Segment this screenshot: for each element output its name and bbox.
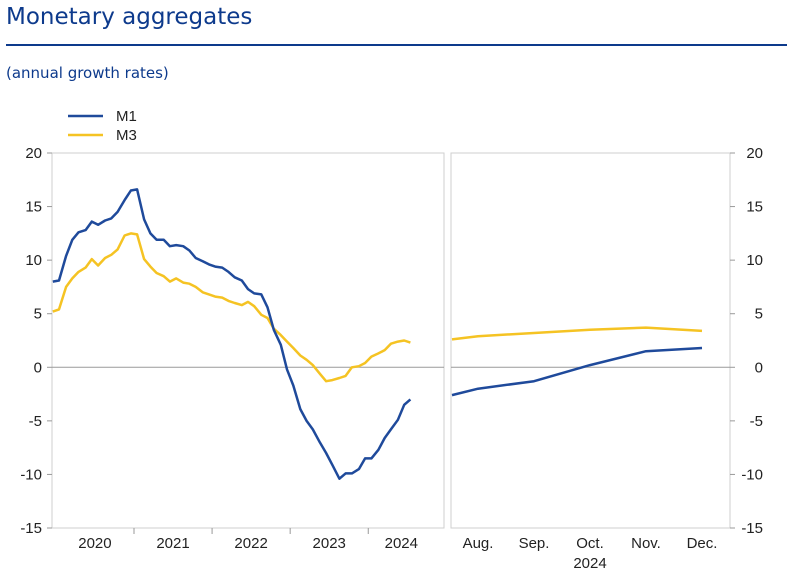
right-x-tick-label: Nov. [631, 535, 661, 552]
right-y-tick-label: 5 [755, 306, 763, 323]
right-y-tick-label: -10 [741, 466, 763, 483]
left-panel-plot: 20 15 10 5 0 -5 -10 -15 2020 2021 2022 2023 2024 [20, 145, 445, 552]
right-y-tick-label: 10 [746, 252, 763, 269]
right-plot-frame [450, 152, 731, 529]
right-y-tick-label: 20 [746, 145, 763, 162]
left-x-tick-label: 2021 [156, 535, 189, 552]
chart-title: Monetary aggregates [6, 4, 253, 30]
left-y-tick-label: 0 [34, 359, 42, 376]
legend-label-m3: M3 [116, 127, 137, 144]
left-y-tick-label: 10 [25, 252, 42, 269]
right-x-tick-label: Oct. [576, 535, 604, 552]
left-x-tick-label: 2024 [385, 535, 418, 552]
left-plot-frame [51, 152, 445, 529]
left-x-tick-label: 2020 [78, 535, 111, 552]
left-y-tick-label: 20 [25, 145, 42, 162]
left-y-tick-label: 15 [25, 199, 42, 216]
left-y-tick-label: -15 [20, 520, 42, 537]
right-x-tick-label: Sep. [519, 535, 550, 552]
right-y-tick-label: 0 [755, 359, 763, 376]
right-panel-plot: 20 15 10 5 0 -5 -10 -15 Aug. Sep. Oct. Nov. Dec. 2024 [450, 145, 763, 572]
left-x-tick-label: 2023 [313, 535, 346, 552]
right-x-tick-label: Aug. [463, 535, 494, 552]
left-y-tick-label: -5 [29, 413, 42, 430]
legend: M1 M3 [68, 108, 137, 144]
left-y-tick-label: -10 [20, 466, 42, 483]
right-series-line-m3 [451, 326, 703, 341]
left-y-tick-label: 5 [34, 306, 42, 323]
right-x-year-label: 2024 [573, 555, 606, 572]
left-series-line-m1 [52, 188, 412, 480]
legend-label-m1: M1 [116, 108, 137, 125]
left-series-line-m3 [52, 232, 411, 383]
chart-subtitle: (annual growth rates) [6, 64, 169, 82]
right-x-tick-label: Dec. [687, 535, 718, 552]
right-y-tick-label: 15 [746, 199, 763, 216]
right-series-line-m1 [451, 346, 703, 397]
right-y-tick-label: -5 [750, 413, 763, 430]
title-divider [6, 44, 787, 46]
right-y-tick-label: -15 [741, 520, 763, 537]
left-x-tick-label: 2022 [234, 535, 267, 552]
